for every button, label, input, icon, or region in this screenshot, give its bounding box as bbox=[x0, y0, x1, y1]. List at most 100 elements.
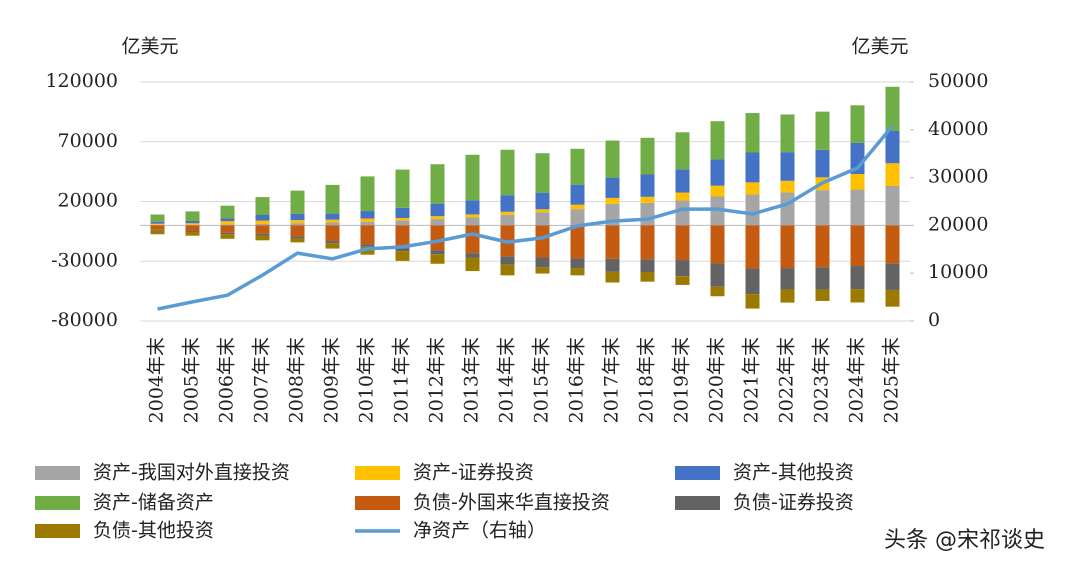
x-tick-label: 2019年末 bbox=[671, 337, 693, 423]
bar-segment bbox=[325, 184, 340, 214]
bar-segment bbox=[535, 267, 550, 274]
bar-segment bbox=[255, 225, 270, 234]
bar-segment bbox=[430, 254, 445, 264]
legend-swatch bbox=[675, 466, 720, 480]
bar-segment bbox=[255, 233, 270, 236]
bar-segment bbox=[605, 258, 620, 272]
bar-segment bbox=[290, 213, 305, 221]
bar-segment bbox=[745, 268, 760, 295]
bar-segment bbox=[185, 220, 200, 224]
bar-segment bbox=[815, 267, 830, 290]
bar-segment bbox=[850, 225, 865, 267]
bar-segment bbox=[535, 192, 550, 210]
bar-segment bbox=[815, 149, 830, 178]
bar-segment bbox=[255, 220, 270, 224]
bar-segment bbox=[290, 223, 305, 226]
bar-segment bbox=[640, 272, 655, 282]
bar-segment bbox=[640, 137, 655, 175]
bar-segment bbox=[150, 223, 165, 225]
bar-segment bbox=[150, 230, 165, 235]
bar-segment bbox=[745, 294, 760, 309]
bar-segment bbox=[605, 197, 620, 204]
bar-segment bbox=[360, 244, 375, 247]
y-tick-label: -30000 bbox=[51, 249, 118, 271]
bar-segment bbox=[885, 86, 900, 131]
bar-segment bbox=[570, 209, 585, 226]
x-tick-label: 2022年末 bbox=[776, 337, 798, 423]
x-tick-label: 2009年末 bbox=[321, 337, 343, 423]
bar-segment bbox=[430, 219, 445, 226]
bar-segment bbox=[710, 286, 725, 297]
x-tick-label: 2012年末 bbox=[426, 337, 448, 423]
bar-segment bbox=[885, 225, 900, 264]
y2-tick-label: 50000 bbox=[928, 70, 988, 92]
y2-tick-label: 20000 bbox=[928, 213, 988, 235]
bar-segment bbox=[675, 200, 690, 226]
bar-segment bbox=[640, 174, 655, 197]
bar-segment bbox=[605, 225, 620, 259]
bar-segment bbox=[780, 268, 795, 290]
bar-segment bbox=[885, 185, 900, 226]
bar-segment bbox=[290, 220, 305, 224]
bar-segment bbox=[220, 205, 235, 219]
bar-segment bbox=[395, 207, 410, 218]
bar-segment bbox=[150, 225, 165, 230]
bar-segment bbox=[220, 232, 235, 235]
bar-segment bbox=[885, 163, 900, 186]
bar-segment bbox=[185, 223, 200, 225]
bar-segment bbox=[325, 243, 340, 249]
bar-segment bbox=[780, 152, 795, 181]
legend-swatch bbox=[35, 524, 80, 538]
bar-segment bbox=[290, 238, 305, 243]
bar-segment bbox=[255, 235, 270, 241]
bar-segment bbox=[465, 214, 480, 218]
bar-segment bbox=[290, 190, 305, 214]
bar-segment bbox=[675, 132, 690, 170]
bar-segment bbox=[605, 271, 620, 283]
bar-segment bbox=[675, 192, 690, 201]
bar-segment bbox=[885, 263, 900, 290]
bar-segment bbox=[465, 217, 480, 226]
bar-segment bbox=[290, 225, 305, 237]
legend-label: 资产-其他投资 bbox=[733, 462, 854, 484]
bar-segment bbox=[570, 204, 585, 210]
bar-segment bbox=[360, 218, 375, 222]
bar-segment bbox=[430, 225, 445, 251]
x-tick-label: 2011年末 bbox=[391, 337, 413, 423]
bar-segment bbox=[710, 263, 725, 287]
bar-segment bbox=[710, 159, 725, 186]
bar-segment bbox=[150, 214, 165, 222]
x-tick-label: 2007年末 bbox=[251, 337, 273, 423]
bar-segment bbox=[500, 149, 515, 196]
x-tick-label: 2017年末 bbox=[601, 337, 623, 423]
bar-segment bbox=[360, 176, 375, 212]
x-tick-label: 2016年末 bbox=[566, 337, 588, 423]
legend-swatch bbox=[355, 466, 400, 480]
bar-segment bbox=[675, 276, 690, 285]
bar-segment bbox=[570, 258, 585, 269]
y-tick-label: 20000 bbox=[58, 190, 118, 212]
bar-segment bbox=[360, 221, 375, 226]
bar-segment bbox=[535, 212, 550, 226]
legend-label: 净资产（右轴） bbox=[413, 520, 546, 542]
bar-segment bbox=[220, 225, 235, 233]
bar-segment bbox=[780, 225, 795, 269]
y-unit-label: 亿美元 bbox=[121, 36, 178, 58]
bar-segment bbox=[325, 225, 340, 242]
bar-segment bbox=[185, 231, 200, 232]
bar-segment bbox=[395, 251, 410, 261]
bar-segment bbox=[430, 250, 445, 255]
bar-segment bbox=[535, 257, 550, 268]
y-tick-label: 120000 bbox=[45, 70, 118, 92]
x-tick-label: 2013年末 bbox=[461, 337, 483, 423]
bar-segment bbox=[570, 148, 585, 185]
bar-segment bbox=[185, 224, 200, 226]
bar-segment bbox=[535, 153, 550, 193]
bar-segment bbox=[185, 231, 200, 236]
bar-segment bbox=[780, 289, 795, 303]
bar-segment bbox=[640, 202, 655, 226]
x-tick-label: 2005年末 bbox=[181, 337, 203, 423]
bar-segment bbox=[325, 222, 340, 226]
legend-label: 资产-我国对外直接投资 bbox=[93, 462, 290, 484]
bar-segment bbox=[150, 224, 165, 226]
